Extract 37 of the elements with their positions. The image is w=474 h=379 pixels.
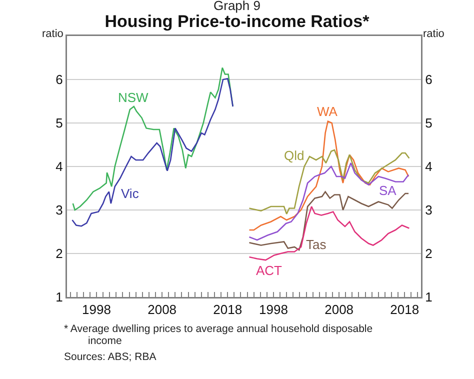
line-series [248, 120, 410, 231]
y-tick-label: 2 [56, 246, 63, 262]
y-tick-label: 2 [425, 246, 432, 262]
y-tick-label: 4 [56, 159, 63, 174]
series-label: WA [317, 104, 338, 119]
line-series [248, 149, 410, 215]
x-tick-label: 2018 [213, 302, 242, 318]
y-tick-label: 6 [56, 72, 63, 88]
line-series [248, 162, 410, 241]
chart-title: Housing Price-to-income Ratios* [104, 12, 370, 31]
series-label: ACT [256, 263, 282, 278]
text: * Average dwelling prices to average annual household disposable income [64, 323, 374, 347]
series-label: SA [379, 183, 397, 198]
source-note: Sources: ABS; RBA [64, 351, 158, 363]
y-tick-label: 6 [425, 72, 432, 88]
series-label: Vic [121, 186, 140, 201]
y-tick-label: 1 [425, 290, 432, 305]
x-tick-label: 2008 [324, 302, 354, 318]
y-tick-label: 3 [425, 202, 432, 218]
chart-subtitle: Graph 9 [212, 0, 262, 13]
x-tick-label: 2018 [390, 302, 420, 318]
line-series [72, 78, 234, 227]
y-tick-label: 5 [425, 116, 432, 131]
y-tick-label: 4 [425, 159, 432, 174]
line-series [72, 67, 234, 211]
line-series [248, 206, 410, 261]
y-tick-label: 3 [56, 202, 63, 218]
x-tick-label: 1998 [82, 302, 111, 318]
x-tick-label: 1998 [259, 302, 288, 318]
y-axis-title: ratio [42, 28, 64, 40]
y-axis-title: ratio [423, 28, 444, 40]
series-label: Tas [306, 237, 327, 252]
series-label: Qld [284, 148, 304, 163]
series-label: NSW [118, 90, 150, 105]
x-tick-label: 2008 [148, 302, 177, 318]
y-tick-label: 1 [56, 290, 63, 305]
y-tick-label: 5 [56, 116, 63, 131]
